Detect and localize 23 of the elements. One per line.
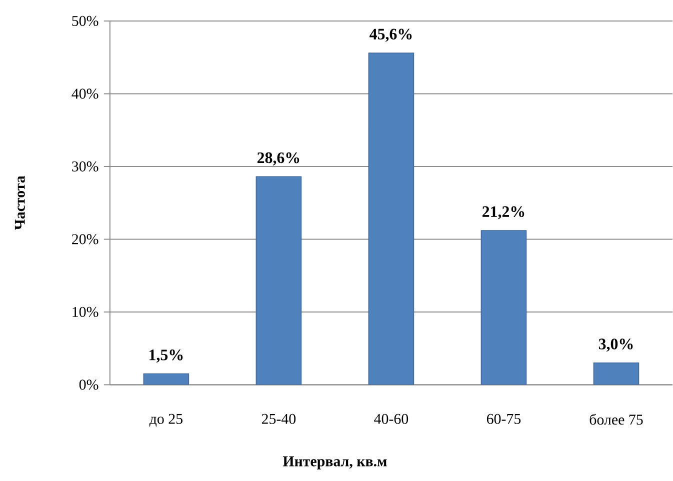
data-label: 21,2%: [482, 206, 524, 220]
y-tick-label: 0%: [79, 380, 98, 390]
x-tick-label: до 25: [149, 414, 182, 427]
y-tick-label: 20%: [72, 234, 98, 244]
x-axis-title: Интервал, кв.м: [282, 456, 387, 470]
bar: [368, 52, 414, 385]
bar: [593, 362, 640, 385]
data-label: 45,6%: [370, 28, 412, 42]
data-label: 3,0%: [598, 338, 633, 352]
x-tick-label: 40-60: [374, 414, 408, 424]
y-tick-label: 30%: [72, 162, 98, 172]
x-tick-label: 60-75: [486, 414, 521, 424]
y-axis-title: Частота: [14, 176, 25, 230]
y-tick-label: 50%: [72, 16, 98, 26]
bar: [480, 230, 527, 385]
data-label: 28,6%: [257, 152, 300, 166]
x-tick-label: 25-40: [262, 414, 296, 424]
y-tick-label: 10%: [72, 307, 98, 318]
data-label: 1,5%: [150, 350, 183, 363]
bar: [256, 176, 302, 385]
x-tick-label: более 75: [590, 414, 643, 425]
y-tick-label: 40%: [72, 88, 98, 99]
bar: [144, 374, 189, 385]
